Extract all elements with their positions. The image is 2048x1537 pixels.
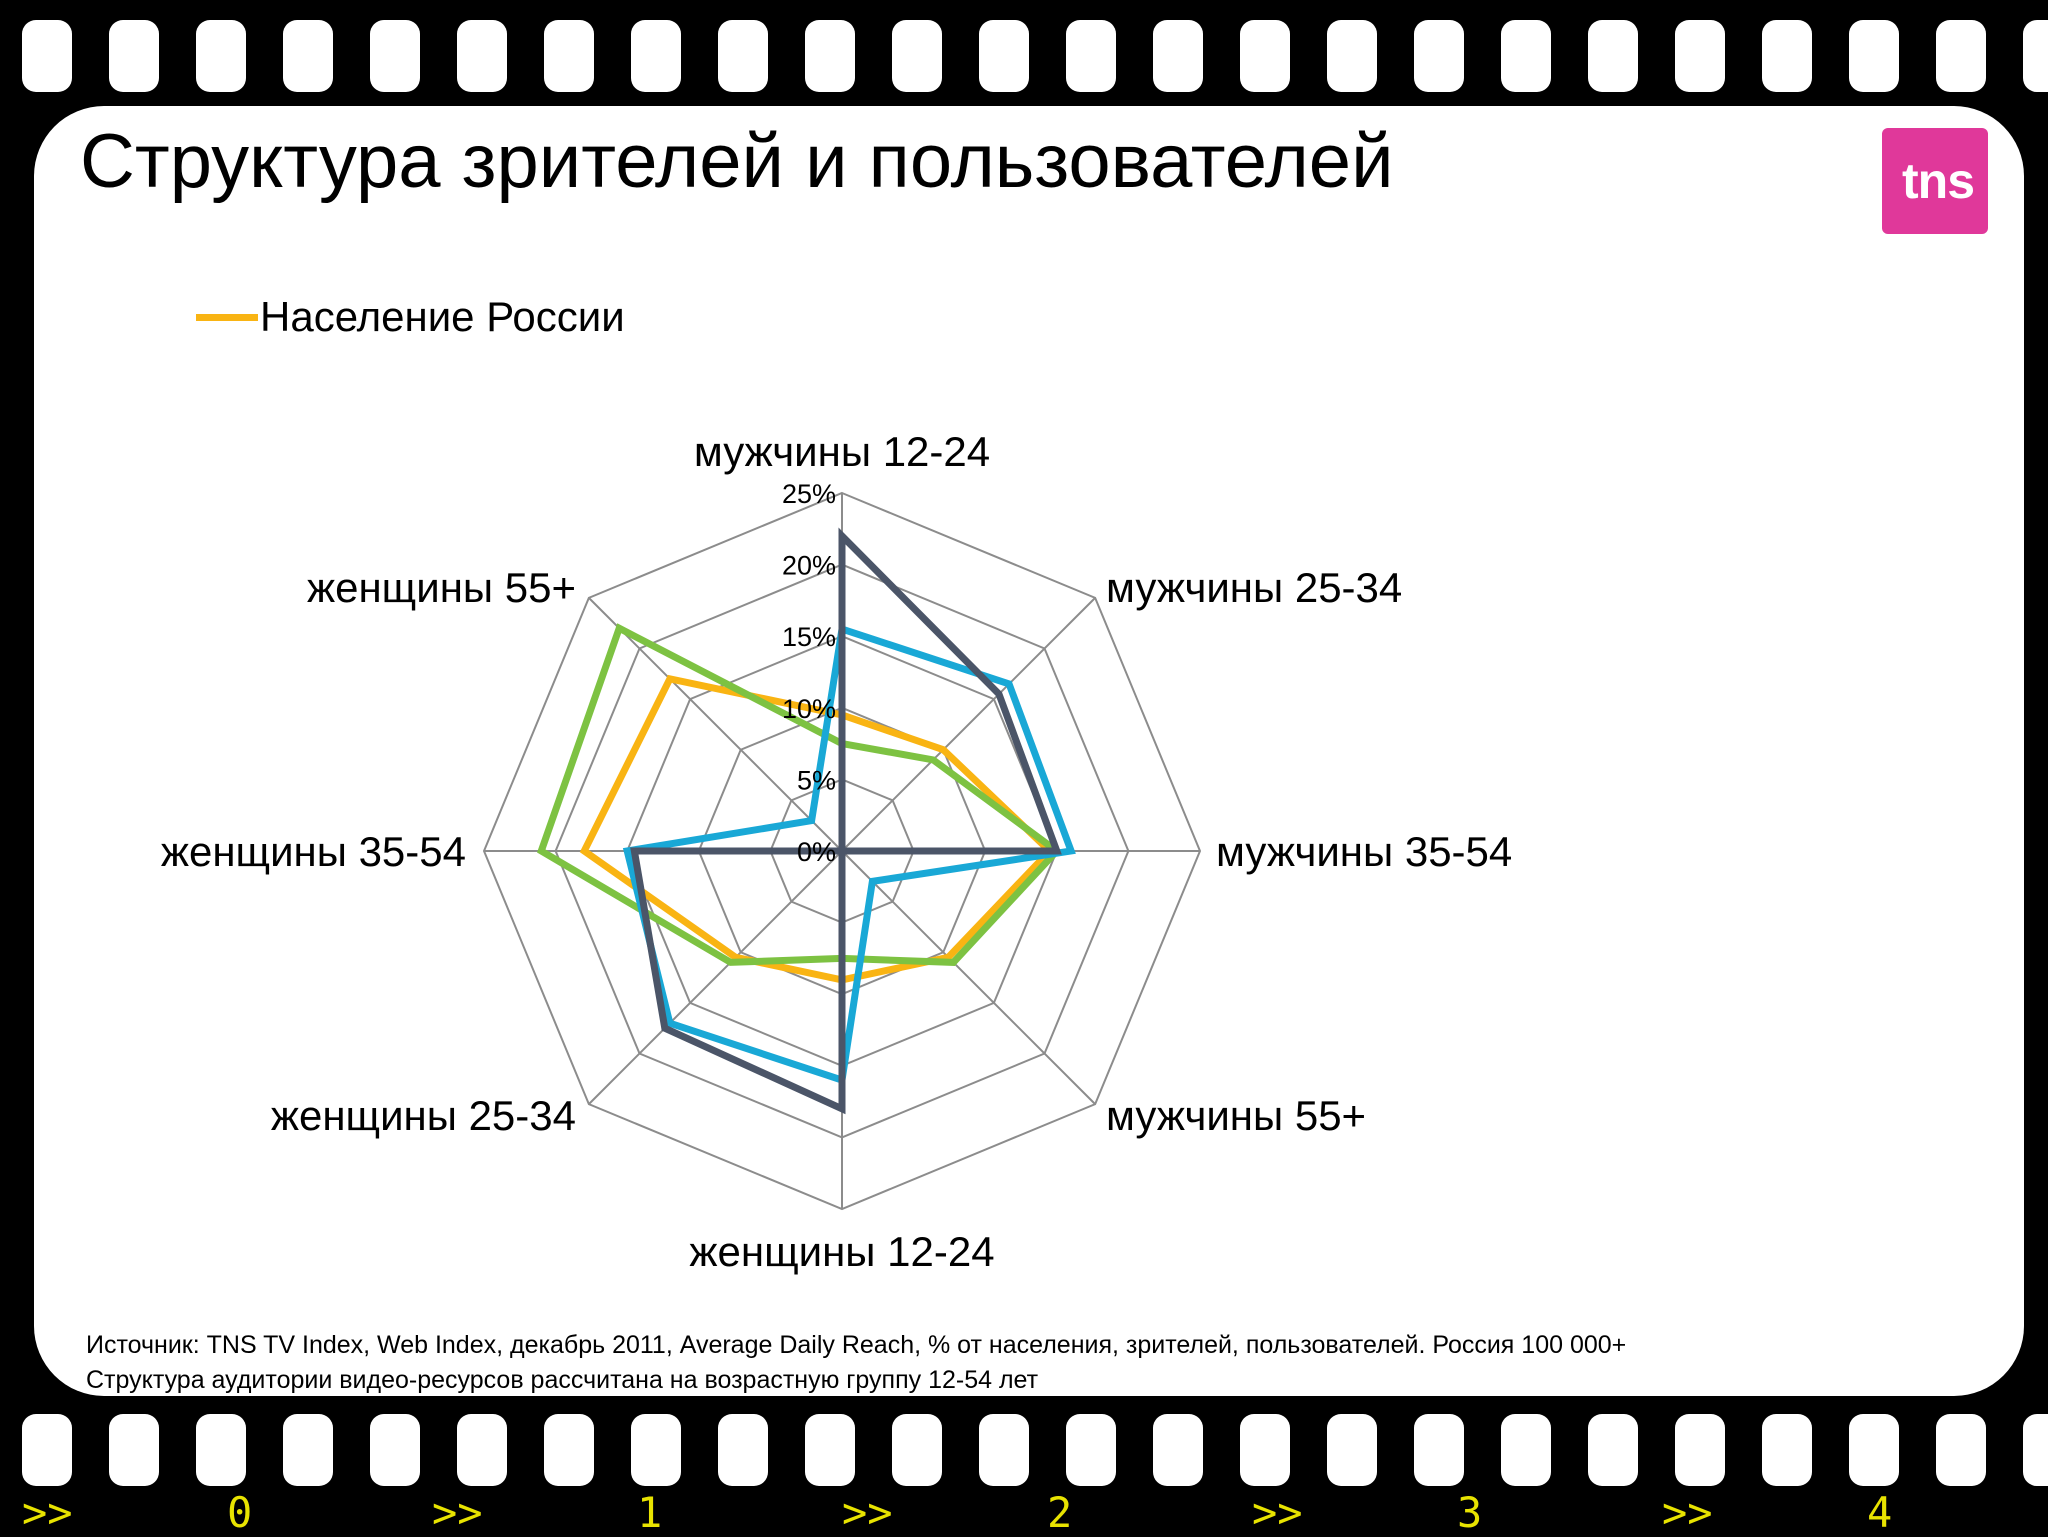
film-strip-label: 0 [227,1488,253,1537]
source-line-2: Структура аудитории видео-ресурсов рассч… [86,1366,1039,1394]
film-hole [1762,20,1812,92]
radar-axis-label: мужчины 25-34 [1106,564,1402,611]
film-strip-label: >> [1662,1488,1713,1537]
film-hole [283,1414,333,1486]
tns-logo: tns [1882,128,1988,234]
film-hole [1675,1414,1725,1486]
film-hole [1849,20,1899,92]
film-hole [1153,1414,1203,1486]
film-hole [718,1414,768,1486]
film-hole [979,20,1029,92]
film-hole [1327,20,1377,92]
film-hole [718,20,768,92]
film-hole [892,20,942,92]
radar-series [537,527,1076,1115]
film-hole [2023,20,2048,92]
film-hole [631,1414,681,1486]
film-strip-label: >> [842,1488,893,1537]
film-hole [1501,1414,1551,1486]
film-hole [2023,1414,2048,1486]
film-hole [196,20,246,92]
film-hole [1936,20,1986,92]
radar-tick-label: 20% [782,551,836,581]
film-hole [1327,1414,1377,1486]
film-hole [544,1414,594,1486]
film-strip-label: >> [1252,1488,1303,1537]
radar-tick-labels: 0% 5% 10% 15% 20% 25% [782,479,836,867]
radar-axis-label: женщины 55+ [307,564,576,611]
film-hole [1762,1414,1812,1486]
film-hole [109,1414,159,1486]
film-strip-label: 4 [1867,1488,1893,1537]
source-note: Источник: TNS TV Index, Web Index, декаб… [86,1328,1626,1398]
source-line-1: Источник: TNS TV Index, Web Index, декаб… [86,1331,1627,1359]
radar-axis-label: мужчины 55+ [1106,1092,1366,1139]
film-holes-top [0,20,2048,92]
radar-tick-label: 15% [782,622,836,652]
film-hole [544,20,594,92]
film-hole [22,20,72,92]
film-hole [1414,20,1464,92]
film-hole [1501,20,1551,92]
radar-spoke [841,850,1096,1105]
film-hole [892,1414,942,1486]
film-strip-label: >> [22,1488,73,1537]
film-hole [1066,20,1116,92]
film-hole [1849,1414,1899,1486]
radar-axis-labels: мужчины 12-24 мужчины 25-34 мужчины 35-54 м… [161,428,1512,1275]
chart-legend: Население России [196,292,625,342]
radar-spoke [588,850,843,1105]
radar-axis-label: мужчины 35-54 [1216,828,1512,875]
film-strip-label: 1 [637,1488,663,1537]
film-hole [457,20,507,92]
film-hole [283,20,333,92]
radar-axis-label: женщины 12-24 [689,1228,994,1275]
film-hole [109,20,159,92]
film-hole [805,1414,855,1486]
film-strip-numbers: >>0>>1>>2>>3>>4>> [0,1490,2048,1536]
film-hole [196,1414,246,1486]
film-hole [1153,20,1203,92]
radar-series-line-4 [630,527,1062,1115]
film-hole [1936,1414,1986,1486]
radar-tick-label: 25% [782,479,836,509]
radar-tick-label: 5% [797,765,836,795]
film-hole [1675,20,1725,92]
radar-axis-label: женщины 25-34 [271,1092,576,1139]
film-hole [805,20,855,92]
film-hole [370,1414,420,1486]
film-hole [22,1414,72,1486]
radar-tick-label: 0% [797,837,836,867]
film-hole [1588,1414,1638,1486]
radar-spoke [841,597,1096,852]
film-hole [1414,1414,1464,1486]
film-hole [1066,1414,1116,1486]
legend-swatch-population [196,313,258,321]
film-strip-label: >> [432,1488,483,1537]
film-strip-label: 2 [1047,1488,1073,1537]
film-hole [1588,20,1638,92]
film-strip-label: 3 [1457,1488,1483,1537]
slide-title: Структура зрителей и пользователей [80,119,1394,204]
radar-axis-label: женщины 35-54 [161,828,466,875]
legend-label-population: Население России [260,293,625,340]
slide [34,106,2024,1396]
tns-logo-text: tns [1902,153,1975,209]
film-hole [457,1414,507,1486]
film-hole [1240,1414,1290,1486]
film-hole [631,20,681,92]
radar-tick-label: 10% [782,694,836,724]
radar-axis-label: мужчины 12-24 [694,428,990,475]
film-hole [370,20,420,92]
film-hole [1240,20,1290,92]
film-hole [979,1414,1029,1486]
film-holes-bottom [0,1414,2048,1486]
radar-spoke [588,597,843,852]
